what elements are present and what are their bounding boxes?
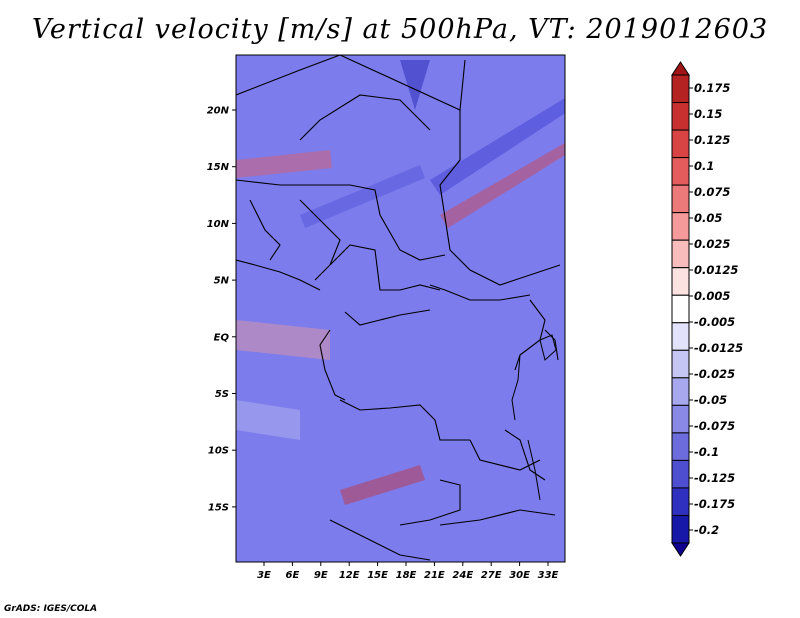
colorbar-segment <box>671 129 690 159</box>
lon-tick-label: 15E <box>367 570 388 581</box>
longitude-axis: 3E 6E 9E 12E 15E 18E 21E 24E 27E 30E 33E <box>257 562 559 581</box>
lon-tick-label: 27E <box>481 570 502 581</box>
colorbar-label: -0.0125 <box>694 341 743 355</box>
colorbar-label: 0.15 <box>694 107 722 121</box>
colorbar-segment <box>671 267 690 296</box>
colorbar-top-arrow <box>671 61 690 76</box>
colorbar-segment <box>671 239 690 269</box>
colorbar-label: 0.1 <box>694 159 714 173</box>
colorbar-label: 0.075 <box>694 185 730 199</box>
colorbar-label: 0.025 <box>694 237 730 251</box>
colorbar-label: 0.175 <box>694 81 730 95</box>
colorbar-segment <box>671 157 690 186</box>
lon-tick-label: 3E <box>257 570 271 581</box>
lon-tick-label: 21E <box>424 570 445 581</box>
colorbar-segment <box>671 184 690 214</box>
colorbar-segment <box>671 459 690 489</box>
lon-tick-label: 24E <box>452 570 473 581</box>
colorbar-label: -0.025 <box>694 367 735 381</box>
colorbar-segment <box>671 74 690 104</box>
colorbar-label: -0.005 <box>694 315 735 329</box>
footer-credit: GrADS: IGES/COLA <box>4 604 98 614</box>
colorbar-segment <box>671 212 690 241</box>
lon-tick-label: 12E <box>339 570 360 581</box>
lat-tick-label: 20N <box>207 106 230 117</box>
colorbar-segment <box>671 349 690 379</box>
colorbar-segment <box>671 322 690 351</box>
lat-tick-label: 10S <box>208 446 229 457</box>
lon-tick-label: 18E <box>396 570 417 581</box>
colorbar-label: 0.0125 <box>694 263 738 277</box>
lat-tick-label: 5N <box>214 276 230 287</box>
colorbar-segment <box>671 432 690 461</box>
chart-title: Vertical velocity [m/s] at 500hPa, VT: 2… <box>31 14 769 45</box>
lat-tick-label: EQ <box>214 332 230 343</box>
colorbar-label: -0.125 <box>694 471 735 485</box>
map-frame <box>235 54 566 563</box>
colorbar-segment <box>671 102 690 131</box>
lat-tick-label: 10N <box>207 219 230 230</box>
colorbar-label: -0.1 <box>694 445 719 459</box>
lat-tick-label: 15N <box>207 162 230 173</box>
colorbar-segment <box>671 294 690 324</box>
colorbar-label: 0.05 <box>694 211 722 225</box>
lon-tick-label: 6E <box>286 570 300 581</box>
velocity-field <box>236 55 565 562</box>
colorbar-label: -0.075 <box>694 419 735 433</box>
colorbar-label: -0.175 <box>694 497 735 511</box>
lat-tick-label: 5S <box>215 389 229 400</box>
lon-tick-label: 33E <box>538 570 559 581</box>
colorbar-segment <box>671 487 690 516</box>
colorbar-segment <box>671 404 690 434</box>
lat-tick-label: 15S <box>208 502 229 513</box>
colorbar-label: 0.005 <box>694 289 730 303</box>
colorbar-bottom-arrow <box>671 542 690 557</box>
colorbar-segment <box>671 514 690 544</box>
colorbar-label: 0.125 <box>694 133 730 147</box>
latitude-axis: 20N 15N 10N 5N EQ 5S 10S 15S <box>207 106 236 513</box>
lon-tick-label: 30E <box>509 570 530 581</box>
lon-tick-label: 9E <box>314 570 328 581</box>
colorbar-segment <box>671 377 690 406</box>
colorbar-label: -0.05 <box>694 393 727 407</box>
colorbar-label: -0.2 <box>694 523 719 537</box>
colorbar: 0.175 0.15 0.125 0.1 0.075 0.05 0.025 0.0125 0.0… <box>671 61 743 557</box>
